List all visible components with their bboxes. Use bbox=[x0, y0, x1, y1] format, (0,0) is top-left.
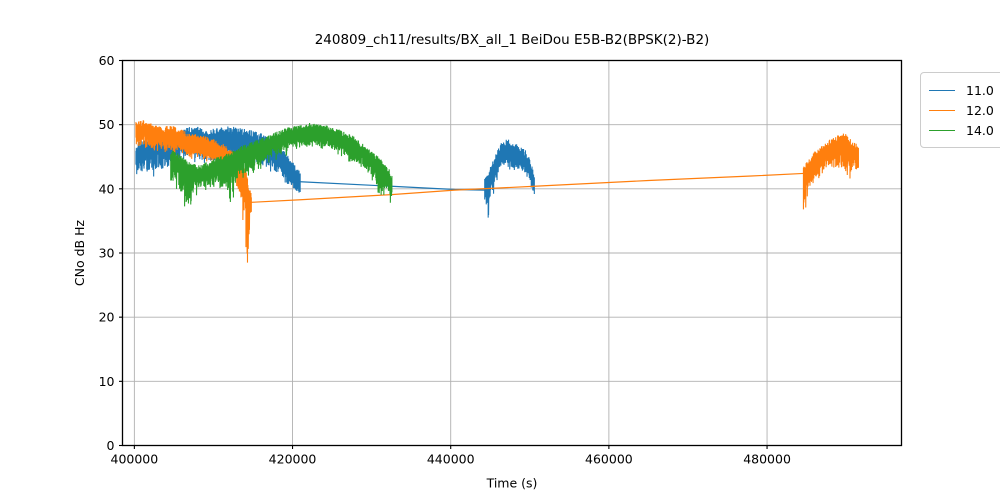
legend-label-11: 11.0 bbox=[966, 82, 994, 98]
legend-swatch-12 bbox=[929, 109, 955, 111]
legend-swatch-11 bbox=[929, 89, 955, 91]
svg-text:0: 0 bbox=[107, 438, 115, 453]
svg-text:440000: 440000 bbox=[427, 452, 475, 467]
legend-swatch-14 bbox=[929, 129, 955, 131]
legend-item-12[interactable]: 12.0 bbox=[929, 100, 1000, 120]
svg-text:40: 40 bbox=[99, 181, 115, 196]
svg-text:460000: 460000 bbox=[585, 452, 633, 467]
svg-text:420000: 420000 bbox=[269, 452, 317, 467]
x-axis-label: Time (s) bbox=[486, 476, 538, 491]
legend-item-11[interactable]: 11.0 bbox=[929, 80, 1000, 100]
svg-text:60: 60 bbox=[99, 53, 115, 68]
legend-label-12: 12.0 bbox=[966, 102, 994, 118]
svg-text:30: 30 bbox=[99, 246, 115, 261]
chart-title: 240809_ch11/results/BX_all_1 BeiDou E5B-… bbox=[314, 32, 710, 48]
svg-text:400000: 400000 bbox=[111, 452, 159, 467]
y-axis-label: CNo dB Hz bbox=[72, 219, 87, 286]
chart-legend: 11.0 12.0 14.0 bbox=[920, 72, 1000, 148]
svg-text:10: 10 bbox=[99, 374, 115, 389]
svg-text:50: 50 bbox=[99, 117, 115, 132]
svg-text:20: 20 bbox=[99, 310, 115, 325]
svg-text:480000: 480000 bbox=[743, 452, 791, 467]
legend-label-14: 14.0 bbox=[966, 122, 994, 138]
legend-item-14[interactable]: 14.0 bbox=[929, 120, 1000, 140]
